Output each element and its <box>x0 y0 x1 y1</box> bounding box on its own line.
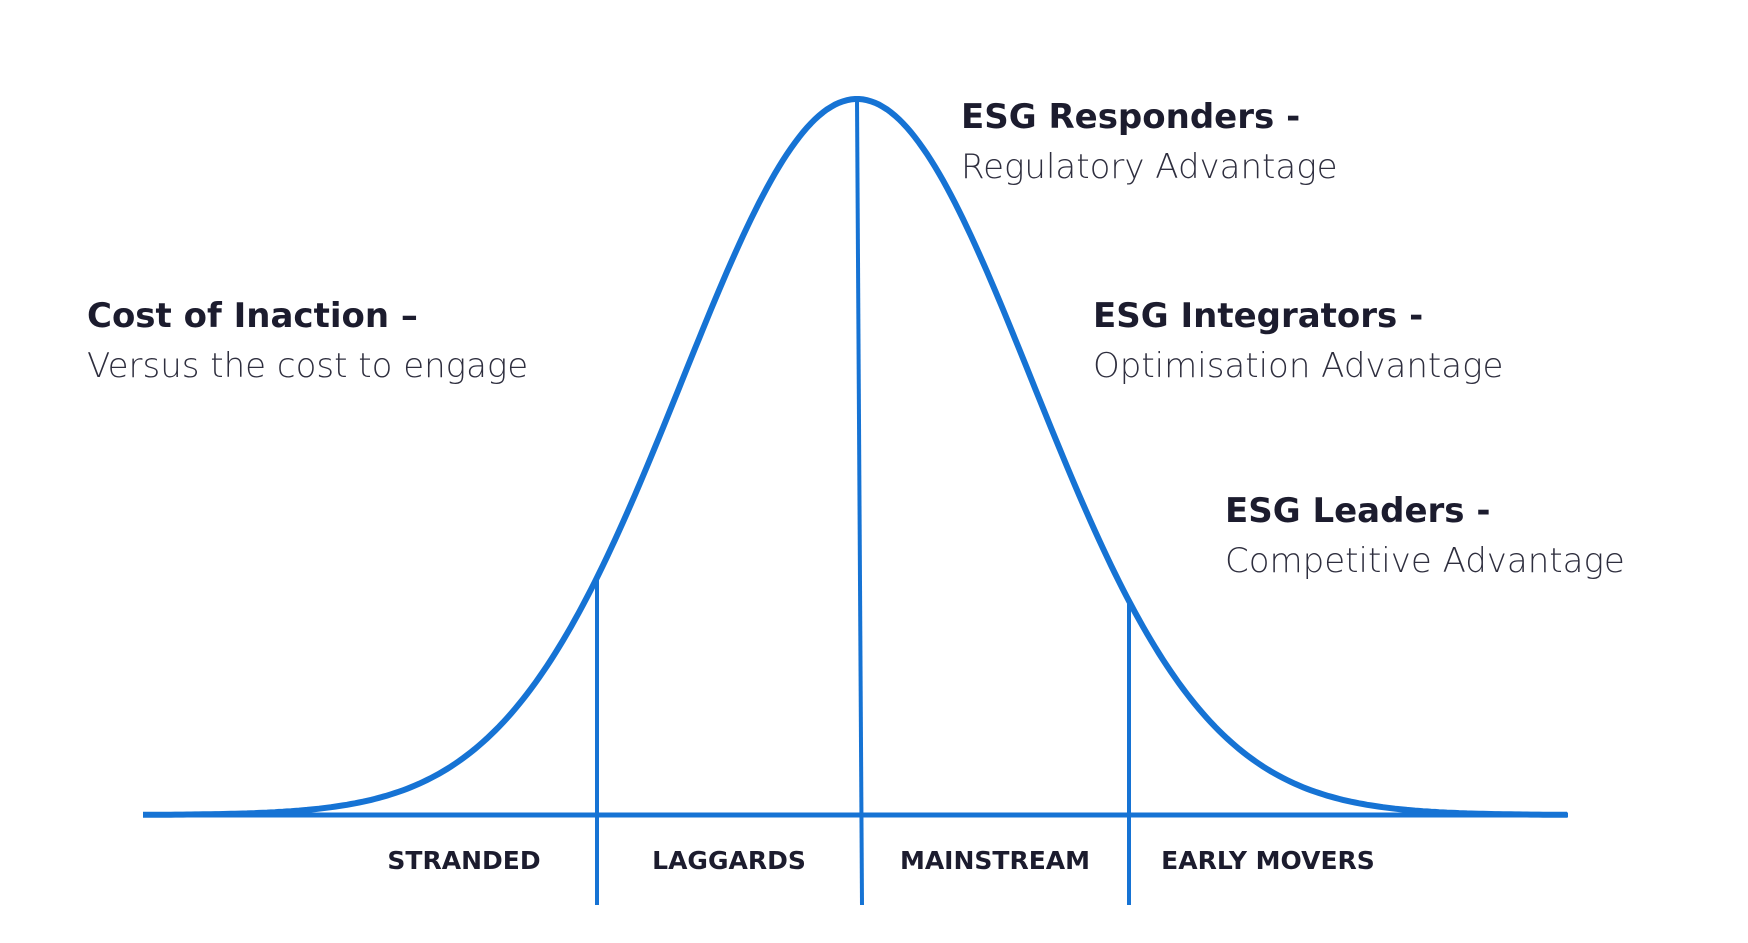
segment-label: EARLY MOVERS <box>1161 846 1375 875</box>
annotation-title: ESG Responders - <box>961 97 1300 137</box>
segment-label: MAINSTREAM <box>900 846 1090 875</box>
annotation-subtitle: Versus the cost to engage <box>87 346 528 386</box>
annotation-subtitle: Competitive Advantage <box>1225 541 1625 581</box>
annotation-subtitle: Optimisation Advantage <box>1093 346 1503 386</box>
bell-curve <box>143 96 1567 818</box>
segment-label: STRANDED <box>387 846 540 875</box>
annotation-title: ESG Leaders - <box>1225 491 1490 531</box>
annotation-title: Cost of Inaction – <box>87 296 418 336</box>
annotation-subtitle: Regulatory Advantage <box>961 147 1338 187</box>
segment-label: LAGGARDS <box>652 846 806 875</box>
annotation-title: ESG Integrators - <box>1093 296 1423 336</box>
divider <box>855 98 864 906</box>
